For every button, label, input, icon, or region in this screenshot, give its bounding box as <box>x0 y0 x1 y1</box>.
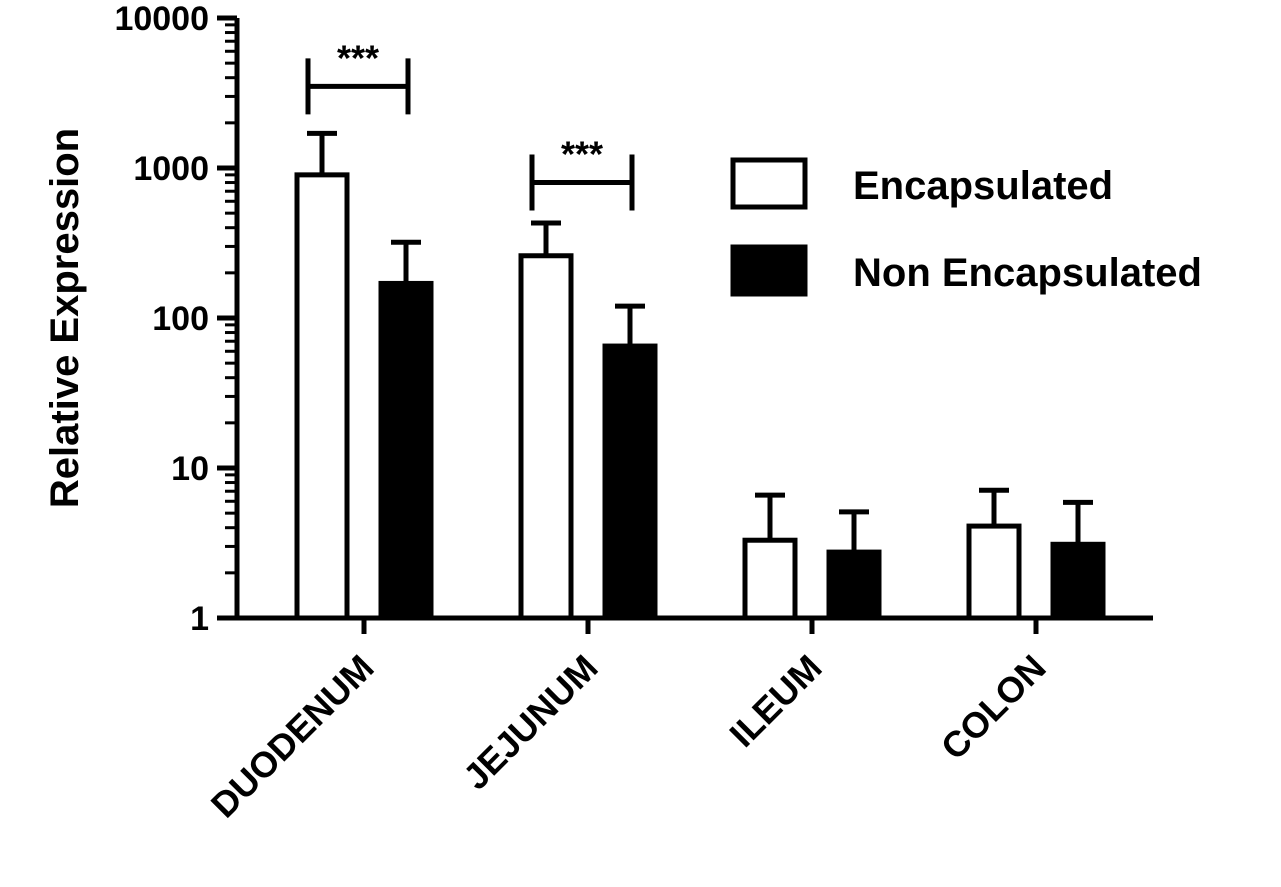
legend-label: Non Encapsulated <box>853 251 1202 295</box>
x-tick-labels: DUODENUM JEJUNUM ILEUM COLON <box>203 647 1054 826</box>
y-tick-label: 1000 <box>133 150 209 188</box>
y-tick-labels: 1 10 100 1000 10000 <box>114 0 209 638</box>
bar <box>294 172 350 621</box>
bar <box>518 253 574 621</box>
x-tick-label: DUODENUM <box>203 647 382 826</box>
legend: Encapsulated Non Encapsulated <box>730 157 1202 297</box>
legend-label: Encapsulated <box>853 164 1113 208</box>
bar <box>966 523 1022 621</box>
x-tick-label: ILEUM <box>721 647 829 755</box>
y-major-ticks <box>217 15 237 621</box>
bar <box>742 537 798 621</box>
y-tick-label: 10 <box>171 450 209 488</box>
x-tick-label: JEJUNUM <box>455 647 606 798</box>
y-tick-label: 10000 <box>114 0 209 38</box>
bar <box>378 280 434 621</box>
error-bars <box>307 130 1093 553</box>
x-ticks <box>361 618 1039 634</box>
y-tick-label: 100 <box>152 300 209 338</box>
significance-label: *** <box>561 134 603 175</box>
legend-swatch <box>730 244 808 297</box>
bar <box>1050 541 1106 621</box>
legend-swatch <box>730 157 808 210</box>
y-tick-label: 1 <box>190 600 209 638</box>
bar <box>826 549 882 621</box>
significance-label: *** <box>337 37 379 78</box>
x-tick-label: COLON <box>933 647 1054 768</box>
significance-annotations: *** *** <box>305 37 635 211</box>
y-axis-title: Relative Expression <box>43 128 87 508</box>
bar <box>602 343 658 621</box>
